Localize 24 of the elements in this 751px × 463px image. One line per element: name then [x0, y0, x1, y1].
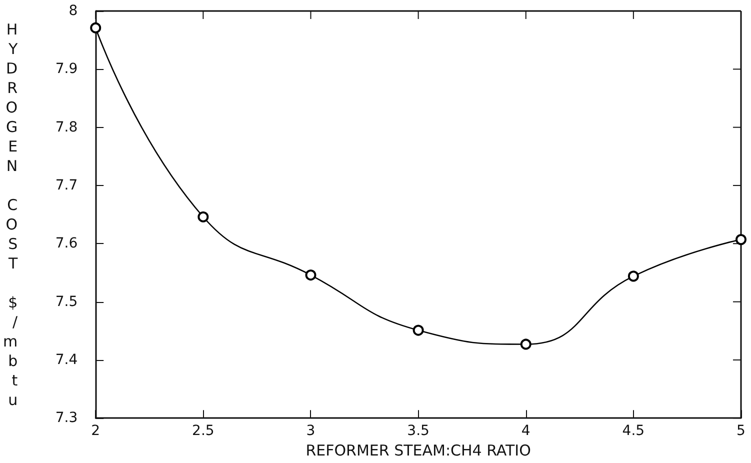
point — [520, 338, 532, 350]
point — [736, 234, 746, 246]
point — [305, 270, 316, 281]
point — [412, 324, 424, 336]
y-tick-label: 7.9 — [55, 61, 78, 78]
y-tick-label: 8 — [68, 3, 78, 19]
x-axis-title: REFORMER STEAM:CH4 RATIO — [306, 442, 531, 460]
y-tick-label: 7.5 — [55, 294, 78, 310]
text: HYDROGEN COST $/mbtu — [2, 20, 18, 409]
point — [198, 211, 209, 222]
point — [90, 22, 102, 34]
y-tick-label: 7.8 — [55, 119, 78, 136]
y-tick-label: 7.3 — [55, 410, 78, 426]
y-tick-label: 7.6 — [55, 236, 78, 252]
point — [628, 270, 639, 282]
x-tick-label: 3.5 — [407, 423, 430, 440]
x-tick-label: 5 — [736, 423, 746, 440]
x-tick-label: 4.5 — [622, 423, 645, 440]
x-tick-label: 2 — [91, 423, 100, 440]
x-tick-label: 4 — [521, 423, 530, 440]
x-tick-label: 3 — [306, 423, 316, 440]
y-tick-label: 7.7 — [55, 177, 78, 194]
x-tick-label: 2.5 — [192, 423, 214, 440]
y-tick-label: 7.4 — [55, 352, 78, 368]
